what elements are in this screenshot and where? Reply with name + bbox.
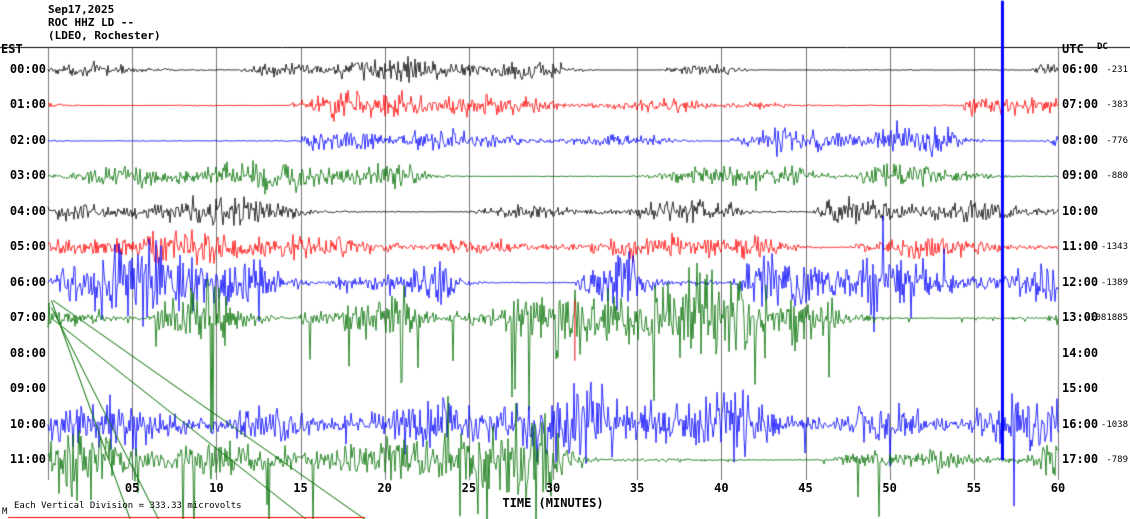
est-row-label: 02:00 [9,132,46,147]
x-tick-label: 35 [629,481,645,495]
x-tick-label: 40 [714,481,729,495]
est-row-label: 04:00 [9,203,46,218]
x-tick-label: 05 [124,481,140,495]
utc-row-label: 14:00 [1062,345,1099,360]
est-row-label: 10:00 [9,416,46,431]
est-row-label: 09:00 [9,381,46,396]
utc-row-label: 12:00 [1062,274,1099,289]
dc-value-label: -1038 [1100,419,1128,430]
x-tick-label: 25 [461,481,477,495]
est-row-label: 11:00 [9,451,46,466]
utc-row-label: 11:00 [1062,239,1099,254]
dc-value-label: -231 [1106,65,1128,75]
utc-row-label: 07:00 [1062,97,1099,112]
dc-value-label: -776 [1106,135,1128,146]
title-date: Sep17,2025 [48,3,115,16]
x-tick-label: 10 [209,481,224,495]
est-row-label: 05:00 [9,239,46,254]
utc-row-label: 08:00 [1062,132,1099,147]
right-timezone-label: UTC [1062,42,1084,56]
x-tick-label: 45 [798,481,813,495]
footer-marker: M [2,507,8,517]
x-tick-label: 50 [882,481,897,495]
dc-value-label: -383 [1106,100,1128,111]
utc-row-label: 10:00 [1062,203,1099,218]
est-row-label: 06:00 [9,274,46,289]
utc-row-label: 16:00 [1062,416,1099,431]
dc-value-label: -789 [1106,454,1128,465]
dc-value-label: -880 [1106,171,1128,182]
dc-value-label: -1081885 [1084,313,1128,324]
dc-value-label: -1343 [1100,242,1128,253]
scale-note: Each Vertical Division = 333.33 microvol… [14,501,242,511]
est-row-label: 00:00 [9,62,46,76]
est-row-label: 08:00 [9,345,46,360]
est-row-label: 01:00 [9,97,46,112]
x-tick-label: 55 [966,481,982,495]
x-tick-label: 15 [293,481,308,495]
est-row-label: 07:00 [9,310,46,325]
title-station: ROC HHZ LD -- [48,16,135,29]
dc-value-label: -1389 [1100,277,1128,288]
title-network: (LDEO, Rochester) [48,29,161,42]
x-tick-label: 30 [545,481,561,495]
est-row-label: 03:00 [9,168,46,183]
x-axis-label: TIME (MINUTES) [502,496,604,510]
x-tick-label: 20 [377,481,392,495]
left-timezone-label: EST [1,42,23,56]
utc-row-label: 06:00 [1062,62,1099,76]
utc-row-label: 17:00 [1062,451,1099,466]
x-tick-label: 60 [1050,481,1066,495]
dc-column-header: DC [1097,42,1108,52]
utc-row-label: 13:00 [1062,310,1099,325]
utc-row-label: 15:00 [1062,381,1099,396]
utc-row-label: 09:00 [1062,168,1099,183]
